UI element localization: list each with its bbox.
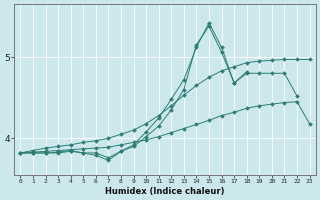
X-axis label: Humidex (Indice chaleur): Humidex (Indice chaleur): [105, 187, 225, 196]
